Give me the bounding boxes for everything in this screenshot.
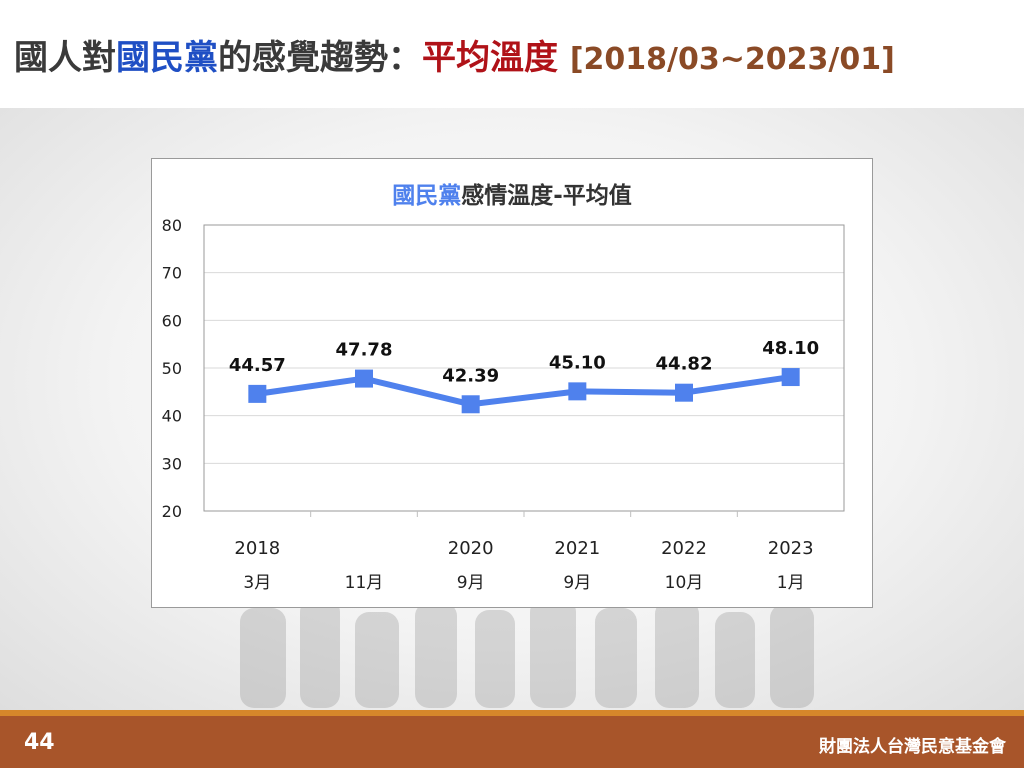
- data-label: 44.57: [229, 355, 286, 376]
- data-label: 48.10: [762, 338, 819, 359]
- slide-title: 國人對國民黨的感覺趨勢：平均溫度 [2018/03~2023/01]: [14, 30, 895, 79]
- y-tick-label: 40: [162, 407, 182, 426]
- data-point-marker: [568, 382, 587, 401]
- y-tick-label: 70: [162, 264, 182, 283]
- title-party: 國民黨: [116, 38, 218, 78]
- chart-title-party: 國民黨: [392, 183, 461, 209]
- x-tick-year-label: 2022: [661, 538, 707, 559]
- data-label: 45.10: [549, 352, 606, 373]
- data-label: 42.39: [442, 365, 499, 386]
- chart-title-rest: 感情溫度-平均值: [461, 182, 632, 209]
- title-prefix: 國人對: [14, 38, 116, 78]
- data-point-marker: [675, 383, 693, 402]
- x-tick-year-label: 2020: [448, 538, 494, 559]
- crowd-silhouette-image: [240, 598, 814, 708]
- title-middle: 的感覺趨勢：: [218, 38, 422, 78]
- x-tick-month-label: 10月: [665, 573, 704, 593]
- footer-accent-bar: [0, 710, 1024, 716]
- data-label: 47.78: [336, 340, 393, 361]
- title-date-range: [2018/03~2023/01]: [569, 42, 895, 77]
- title-metric: 平均溫度: [422, 38, 558, 78]
- x-tick-year-label: 2021: [554, 538, 600, 559]
- x-tick-month-label: 11月: [345, 573, 384, 593]
- y-tick-label: 60: [162, 311, 182, 330]
- slide-footer: 44 財團法人台灣民意基金會: [0, 716, 1024, 768]
- data-point-marker: [355, 369, 373, 388]
- data-point-marker: [248, 384, 267, 403]
- y-tick-label: 50: [162, 359, 182, 378]
- x-tick-month-label: 9月: [563, 573, 591, 593]
- x-tick-year-label: 2023: [768, 538, 814, 559]
- slide-header: 國人對國民黨的感覺趨勢：平均溫度 [2018/03~2023/01]: [0, 0, 1024, 108]
- x-tick-month-label: 3月: [243, 573, 271, 593]
- organization-name: 財團法人台灣民意基金會: [819, 737, 1006, 757]
- y-tick-label: 20: [162, 502, 182, 521]
- data-point-marker: [461, 395, 480, 414]
- chart-panel: 國民黨感情溫度-平均值 20 30 40 50 60 70 80 2018 3月 11月 2020…: [151, 158, 873, 608]
- page-number: 44: [24, 730, 55, 755]
- y-tick-label: 30: [162, 454, 182, 473]
- x-tick-month-label: 9月: [457, 573, 485, 593]
- chart-title: 國民黨感情溫度-平均值: [392, 182, 632, 209]
- series-line: [256, 374, 792, 408]
- x-tick-month-label: 1月: [777, 573, 805, 593]
- data-point-marker: [781, 368, 800, 387]
- x-tick-year-label: 2018: [234, 538, 280, 559]
- data-label: 44.82: [656, 354, 713, 375]
- line-chart: 國民黨感情溫度-平均值 20 30 40 50 60 70 80 2018 3月 11月 2020…: [162, 182, 845, 593]
- y-tick-label: 80: [162, 216, 182, 235]
